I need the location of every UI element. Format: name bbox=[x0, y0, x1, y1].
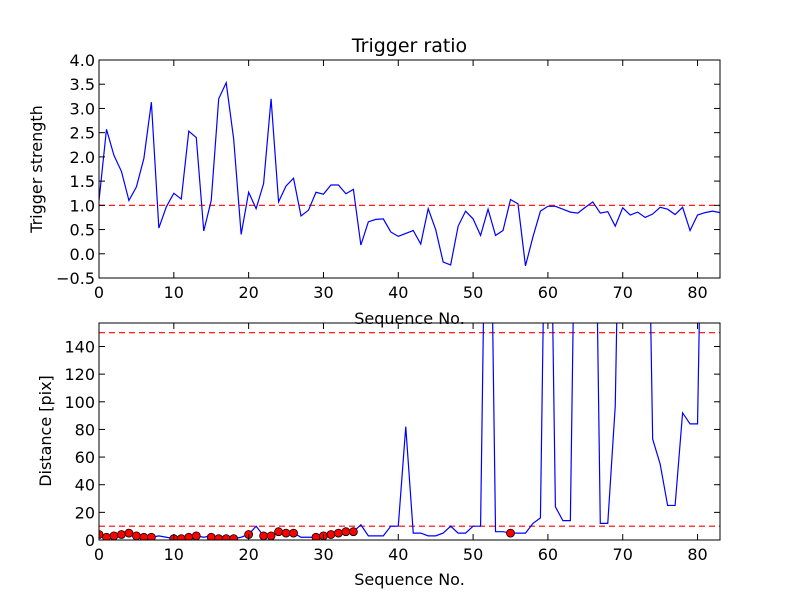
data-point bbox=[348, 527, 358, 537]
plot-area bbox=[99, 80, 720, 267]
data-point bbox=[221, 534, 231, 540]
data-point bbox=[326, 530, 336, 539]
x-tick-label: 60 bbox=[538, 545, 558, 564]
y-tick-label: 4.0 bbox=[70, 51, 95, 70]
y-tick-label: 0.0 bbox=[70, 245, 95, 264]
y-axis-label: Trigger strength bbox=[27, 105, 46, 234]
data-point bbox=[109, 531, 119, 540]
x-tick-label: 80 bbox=[687, 283, 707, 302]
x-tick-label: 60 bbox=[538, 283, 558, 302]
y-axis-label: Distance [pix] bbox=[36, 375, 55, 487]
x-tick-label: 80 bbox=[687, 545, 707, 564]
y-tick-label: 20 bbox=[75, 503, 95, 522]
series-line bbox=[99, 323, 700, 540]
data-point bbox=[281, 528, 291, 538]
x-axis-label: Sequence No. bbox=[354, 570, 465, 589]
data-point bbox=[117, 530, 126, 539]
x-tick-label: 10 bbox=[164, 283, 184, 302]
data-point bbox=[214, 534, 224, 540]
data-point bbox=[341, 527, 351, 537]
y-tick-label: 80 bbox=[75, 420, 95, 439]
y-tick-label: 120 bbox=[64, 365, 95, 384]
y-tick-label: 2.0 bbox=[70, 148, 95, 167]
y-tick-label: 60 bbox=[75, 448, 95, 467]
y-tick-label: 0.5 bbox=[70, 221, 95, 240]
data-point bbox=[259, 531, 269, 540]
data-point bbox=[176, 534, 186, 540]
chart-title: Trigger ratio bbox=[351, 35, 467, 57]
y-tick-label: 1.5 bbox=[70, 172, 95, 191]
data-point bbox=[132, 531, 141, 540]
data-point bbox=[506, 528, 515, 538]
data-point bbox=[266, 531, 276, 540]
series-line bbox=[99, 80, 720, 267]
data-point bbox=[334, 528, 343, 538]
x-tick-label: 40 bbox=[388, 283, 408, 302]
x-axis-label: Sequence No. bbox=[354, 309, 465, 328]
data-point bbox=[99, 530, 104, 539]
x-tick-label: 0 bbox=[94, 545, 104, 564]
plot-area bbox=[99, 323, 720, 540]
x-tick-label: 10 bbox=[164, 545, 184, 564]
data-point bbox=[146, 532, 156, 540]
data-point bbox=[289, 528, 298, 538]
data-point bbox=[191, 531, 201, 540]
data-point bbox=[124, 528, 134, 538]
plot-frame bbox=[98, 59, 721, 279]
distance-chart: 0 10 20 30 40 50 60 70 80 0 20 40 60 80 100 120 140 Sequ… bbox=[36, 322, 721, 589]
y-tick-label: 40 bbox=[75, 476, 95, 495]
data-point bbox=[229, 534, 239, 540]
x-tick-label: 30 bbox=[313, 283, 333, 302]
trigger-ratio-chart: Trigger ratio 0 10 20 30 40 50 60 70 80 −0.5 0.0 0.… bbox=[27, 35, 721, 328]
data-point bbox=[274, 527, 283, 537]
x-tick-label: 20 bbox=[238, 283, 258, 302]
x-tick-label: 40 bbox=[388, 545, 408, 564]
x-tick-label: 70 bbox=[613, 545, 633, 564]
x-tick-label: 30 bbox=[313, 545, 333, 564]
y-tick-label: 140 bbox=[64, 337, 95, 356]
y-tick-label: 100 bbox=[64, 393, 95, 412]
plot-frame bbox=[98, 322, 721, 541]
x-tick-label: 70 bbox=[613, 283, 633, 302]
x-tick-label: 0 bbox=[94, 283, 104, 302]
y-tick-label: 2.5 bbox=[70, 124, 95, 143]
x-tick-label: 50 bbox=[463, 283, 483, 302]
y-tick-label: 1.0 bbox=[70, 196, 95, 215]
y-tick-label: −0.5 bbox=[56, 269, 95, 288]
y-tick-label: 0 bbox=[85, 531, 95, 550]
y-tick-label: 3.0 bbox=[70, 99, 95, 118]
x-tick-label: 50 bbox=[463, 545, 483, 564]
x-tick-label: 20 bbox=[238, 545, 258, 564]
y-tick-label: 3.5 bbox=[70, 75, 95, 94]
